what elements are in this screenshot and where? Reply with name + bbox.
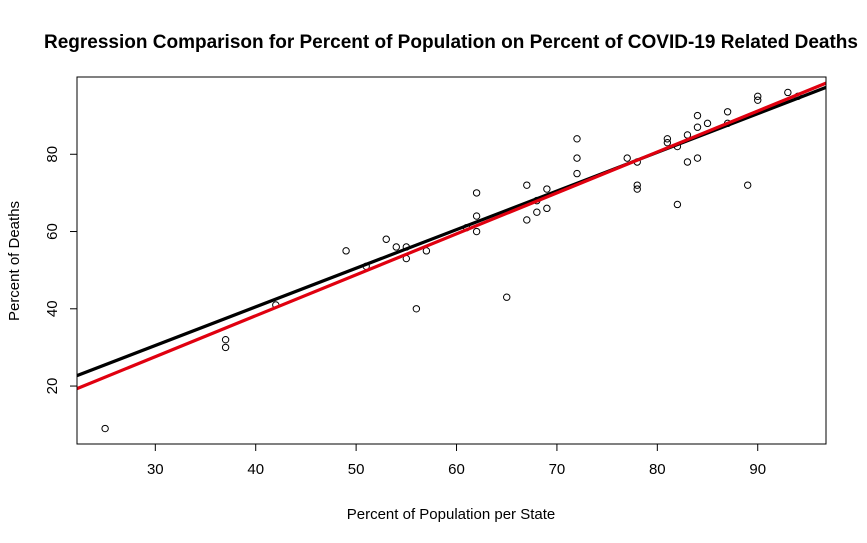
data-point bbox=[472, 227, 481, 236]
y-tick-label: 40 bbox=[44, 300, 61, 317]
chart-title: Regression Comparison for Percent of Pop… bbox=[44, 32, 858, 53]
data-point bbox=[693, 123, 702, 131]
data-point bbox=[543, 185, 551, 193]
x-tick-label: 90 bbox=[749, 461, 766, 478]
x-axis-label: Percent of Population per State bbox=[347, 506, 555, 523]
x-tick-label: 80 bbox=[649, 461, 666, 478]
data-point bbox=[754, 92, 762, 101]
data-point bbox=[693, 154, 702, 162]
data-point bbox=[784, 88, 792, 97]
data-point bbox=[523, 216, 531, 224]
data-point bbox=[472, 189, 481, 197]
data-point bbox=[573, 135, 581, 143]
data-point bbox=[543, 204, 551, 213]
x-tick-label: 40 bbox=[247, 461, 264, 478]
data-point bbox=[723, 108, 732, 116]
data-point bbox=[663, 138, 672, 147]
y-tick-label: 60 bbox=[44, 223, 61, 240]
data-point bbox=[743, 181, 752, 189]
data-point bbox=[221, 343, 230, 352]
x-tick-label: 70 bbox=[549, 461, 566, 478]
data-point bbox=[693, 111, 702, 120]
y-tick-label: 80 bbox=[44, 146, 61, 163]
data-point bbox=[573, 169, 581, 178]
x-tick-label: 50 bbox=[348, 461, 365, 478]
y-axis-label: Percent of Deaths bbox=[6, 201, 23, 321]
data-point bbox=[392, 243, 400, 251]
data-point bbox=[703, 119, 712, 128]
data-point bbox=[633, 181, 641, 189]
x-tick-label: 60 bbox=[448, 461, 465, 478]
y-tick-label: 20 bbox=[44, 378, 61, 395]
data-point bbox=[533, 208, 541, 216]
data-point bbox=[623, 154, 631, 162]
regression-red-line bbox=[77, 81, 826, 391]
data-point bbox=[523, 181, 531, 189]
data-point bbox=[573, 154, 581, 162]
data-point bbox=[683, 158, 692, 166]
plot-area bbox=[77, 81, 826, 433]
data-point bbox=[221, 335, 230, 344]
data-point bbox=[342, 247, 350, 255]
data-point bbox=[663, 135, 672, 143]
data-point bbox=[472, 212, 481, 220]
data-point bbox=[633, 185, 641, 193]
data-point bbox=[412, 305, 421, 313]
data-point bbox=[382, 235, 390, 243]
data-point bbox=[673, 200, 682, 209]
axes: 30 40 50 60 70 80 90 20 40 60 80 bbox=[44, 146, 766, 478]
data-point bbox=[101, 424, 109, 433]
data-point bbox=[503, 293, 511, 301]
x-tick-label: 30 bbox=[147, 461, 164, 478]
data-point bbox=[754, 96, 762, 104]
